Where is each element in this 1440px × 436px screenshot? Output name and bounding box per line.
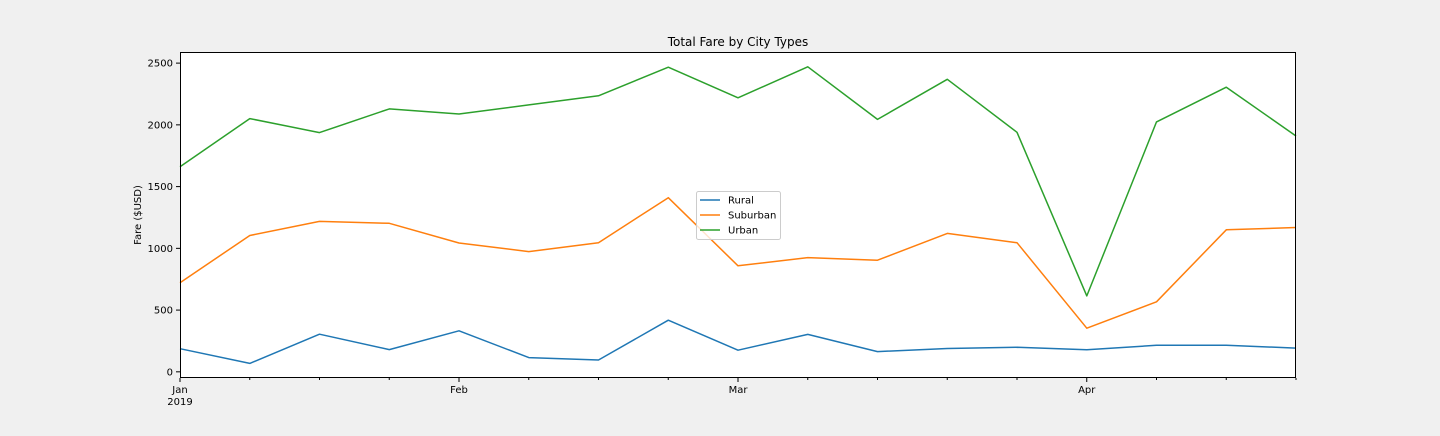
series-layer (179, 66, 1297, 365)
y-axis-label: Fare ($USD) (133, 185, 144, 245)
x-tick-label: Mar (729, 385, 749, 396)
legend-label: Suburban (728, 211, 776, 222)
y-tick-label: 2500 (148, 59, 173, 70)
y-tick-label: 1500 (148, 182, 173, 193)
x-tick-label: Jan (171, 385, 187, 396)
legend: Rural Suburban Urban (696, 191, 781, 240)
series-line-urban (179, 66, 1297, 297)
y-tick-label: 1000 (148, 244, 173, 255)
y-tick-label: 2000 (148, 120, 173, 131)
series-line-suburban (179, 196, 1297, 329)
legend-box (696, 191, 781, 240)
plot-frame (180, 52, 1296, 378)
x-tick-label: Apr (1078, 385, 1096, 396)
legend-label: Rural (728, 196, 754, 207)
legend-label: Urban (728, 226, 758, 237)
chart-title: Total Fare by City Types (667, 35, 809, 49)
y-tick-label: 0 (167, 367, 173, 378)
x-tick-sublabel: 2019 (167, 397, 192, 408)
y-axis: 0 500 1000 1500 2000 2500 (148, 59, 180, 378)
y-tick-label: 500 (154, 306, 173, 317)
series-line-rural (179, 319, 1297, 365)
x-tick-label: Feb (450, 385, 468, 396)
